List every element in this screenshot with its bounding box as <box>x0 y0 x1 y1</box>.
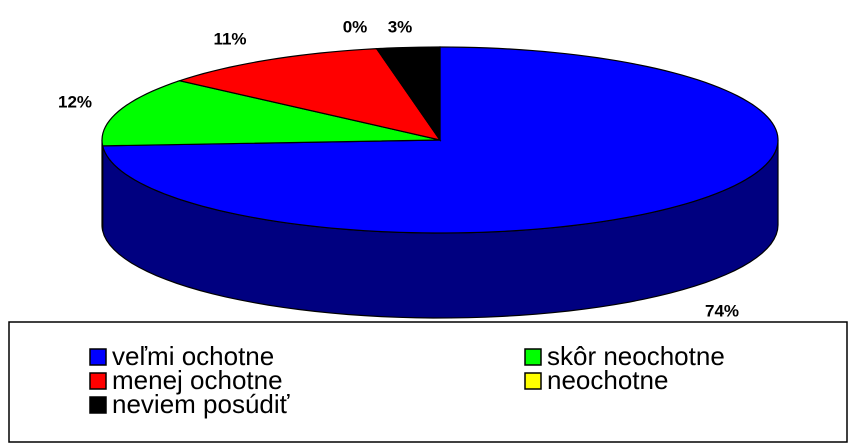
value-label: 74% <box>705 301 739 320</box>
pie-slice <box>101 80 441 147</box>
legend-label: skôr neochotne <box>547 341 725 371</box>
pie-slice <box>375 46 441 142</box>
value-label: 3% <box>388 17 413 36</box>
value-label: 11% <box>213 29 246 48</box>
legend-swatch <box>524 348 542 366</box>
legend-label: neochotne <box>547 365 668 395</box>
legend-swatch <box>89 372 107 390</box>
value-label: 12% <box>58 92 92 111</box>
legend-swatch <box>89 396 107 414</box>
legend-label: neviem posúdiť <box>112 389 290 419</box>
legend-label: veľmi ochotne <box>112 341 274 371</box>
legend-label: menej ochotne <box>112 365 283 395</box>
pie-side <box>101 139 104 231</box>
legend-swatch <box>89 348 107 366</box>
pie-slice <box>177 48 442 141</box>
legend-box <box>8 321 848 443</box>
legend-swatch <box>524 372 542 390</box>
value-label: 0% <box>343 17 368 36</box>
